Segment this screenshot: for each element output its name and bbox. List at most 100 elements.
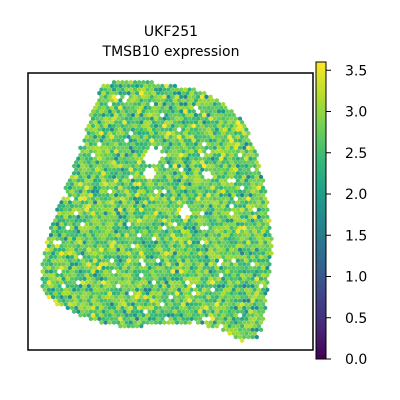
expression-spot [153,116,159,122]
expression-spot [164,90,169,96]
expression-spot [93,309,98,314]
expression-spot [210,243,215,249]
expression-spot [181,280,186,285]
expression-spot [61,210,66,216]
expression-spot [208,138,213,143]
expression-spot [212,254,217,260]
expression-spot [206,214,211,220]
expression-spot [231,251,236,256]
expression-spot [156,265,161,271]
expression-spot [141,189,146,194]
expression-spot [139,149,144,154]
expression-spot [183,160,188,165]
expression-spot [67,229,72,234]
expression-spot [200,189,205,194]
expression-spot [252,287,257,293]
expression-spot [195,240,201,245]
expression-spot [149,276,154,282]
expression-spot [76,265,81,271]
expression-spot [74,203,79,209]
expression-spot [151,200,156,205]
expression-spot [242,210,247,216]
expression-spot [141,94,146,100]
expression-spot [130,105,135,111]
expression-spot [248,280,253,285]
expression-spot [93,265,98,271]
expression-spot [168,265,173,271]
expression-spot [202,236,207,242]
expression-spot [158,269,163,274]
expression-spot [166,276,171,282]
expression-spot [198,98,203,103]
expression-spot [105,83,110,89]
expression-spot [74,254,79,260]
expression-spot [158,320,163,325]
expression-spot [198,316,203,322]
expression-spot [193,141,198,147]
expression-spot [135,98,140,103]
expression-spot [105,127,110,132]
expression-spot [214,309,219,314]
expression-spot [78,167,83,172]
expression-spot [130,192,135,198]
expression-spot [252,258,257,263]
expression-spot [153,130,159,136]
expression-spot [86,181,91,187]
expression-spot [151,214,156,220]
expression-spot [250,334,255,340]
expression-spot [250,145,255,151]
expression-spot [130,287,135,293]
expression-spot [244,127,249,132]
expression-spot [248,229,253,234]
expression-spot [153,276,159,282]
expression-spot [193,90,198,96]
expression-spot [267,269,272,274]
expression-spot [122,90,127,96]
expression-spot [237,283,243,289]
expression-spot [78,225,83,231]
expression-spot [93,170,98,176]
expression-spot [181,258,186,263]
expression-spot [208,189,213,194]
expression-spot [80,272,85,278]
expression-spot [168,185,173,191]
expression-spot [141,283,146,289]
expression-spot [59,251,64,256]
expression-spot [195,305,201,311]
expression-spot [99,254,104,260]
expression-spot [219,265,224,271]
expression-spot [189,251,194,256]
expression-spot [237,167,243,172]
expression-spot [160,265,165,271]
expression-spot [51,265,56,271]
expression-spot [116,145,121,151]
expression-spot [168,214,173,220]
expression-spot [174,218,180,223]
expression-spot [181,272,186,278]
expression-spot [235,200,240,205]
expression-spot [103,181,108,187]
expression-spot [114,134,119,140]
expression-spot [233,167,238,172]
expression-spot [74,298,79,304]
expression-spot [214,192,219,198]
expression-spot [99,312,104,318]
expression-spot [130,90,135,96]
expression-spot [69,225,75,231]
expression-spot [219,127,224,132]
expression-spot [162,261,167,267]
expression-spot [72,200,77,205]
expression-spot [141,276,146,282]
expression-spot [256,163,261,169]
expression-spot [153,298,159,304]
expression-spot [132,218,138,223]
expression-spot [206,127,211,132]
expression-spot [233,203,238,209]
expression-spot [231,192,236,198]
expression-spot [82,225,87,231]
expression-spot [137,247,142,253]
expression-spot [258,269,264,274]
expression-spot [242,327,247,333]
expression-spot [160,156,165,162]
expression-spot [74,291,79,296]
